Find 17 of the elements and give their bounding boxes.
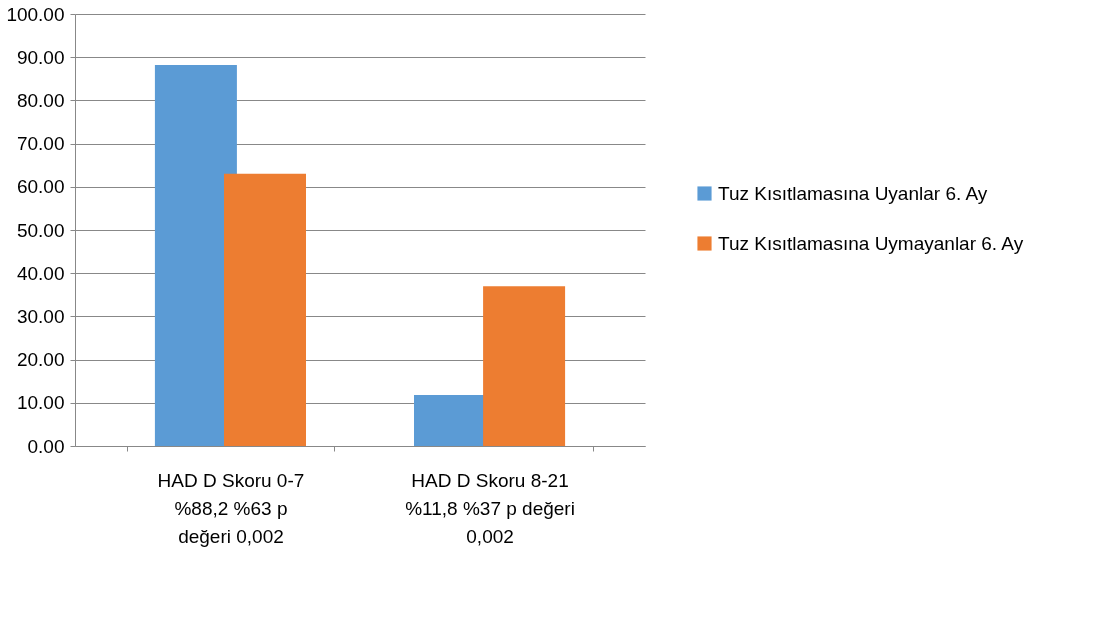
y-tick-label: 70.00 [16,133,65,155]
bar [483,286,566,446]
legend-label: Tuz Kısıtlamasına Uyanlar 6. Ay [718,182,988,204]
y-tick-label: 10.00 [16,392,65,414]
y-tick-label: 0.00 [27,435,65,457]
y-tick-label: 90.00 [16,46,65,68]
y-tick-label: 100.00 [6,3,65,25]
y-tick-label: 80.00 [16,89,65,111]
x-tick-label: HAD D Skoru 8-21 %11,8 %37 p değeri 0,002 [405,469,575,547]
legend-label: Tuz Kısıtlamasına Uymayanlar 6. Ay [718,232,1024,254]
y-tick-label: 20.00 [16,349,65,371]
y-tick-label: 40.00 [16,262,65,284]
y-tick-label: 30.00 [16,305,65,327]
y-tick-label: 50.00 [16,219,65,241]
bar [224,173,306,446]
y-tick-label: 60.00 [16,176,65,198]
x-tick-label: HAD D Skoru 0-7 %88,2 %63 p değeri 0,002 [157,469,305,547]
